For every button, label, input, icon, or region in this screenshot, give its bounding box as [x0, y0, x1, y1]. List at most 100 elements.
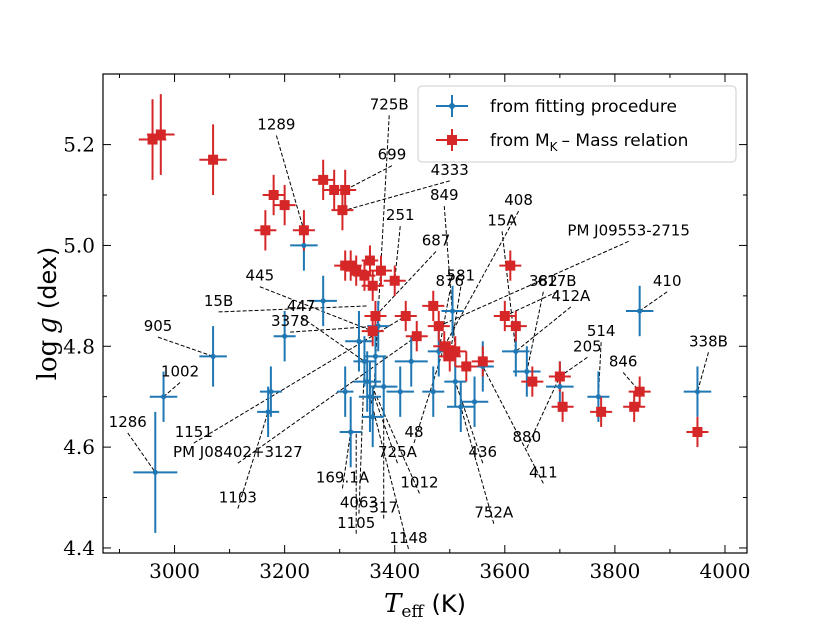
annotation-label: 447 — [287, 297, 316, 315]
annotation-label: 846 — [609, 352, 638, 370]
data-point-fitting — [342, 389, 348, 395]
data-point-mass-relation — [505, 260, 516, 271]
data-point-mass-relation — [147, 134, 158, 145]
annotation-label: 1151 — [175, 423, 213, 441]
data-point-fitting — [356, 338, 362, 344]
annotation-label: 849 — [430, 186, 459, 204]
annotation-labels: 725B 1289 699 4333 849 408 251 15A PM J09553-271… — [109, 95, 728, 547]
annotation-leader-line — [237, 335, 418, 464]
data-point-mass-relation — [268, 190, 279, 201]
data-point-fitting — [265, 409, 271, 415]
legend-box — [417, 85, 737, 163]
data-point-fitting — [381, 384, 387, 390]
annotation-label: 436 — [468, 443, 497, 461]
annotation-leader-line — [358, 361, 365, 514]
annotation-leader-line — [345, 180, 450, 211]
data-point-mass-relation — [337, 205, 348, 216]
data-point-fitting — [430, 389, 436, 395]
annotation-label: 411 — [529, 463, 558, 481]
annotation-label: 251 — [386, 206, 415, 224]
annotation-label: 1002 — [161, 363, 199, 381]
data-point-fitting — [370, 414, 376, 420]
annotation-leader-line — [501, 231, 517, 352]
x-axis-symbol: T — [384, 589, 403, 619]
data-point-fitting — [694, 389, 701, 395]
annotation-leader-line — [157, 336, 214, 357]
data-point-mass-relation — [411, 331, 422, 342]
annotation-leader-line — [369, 381, 420, 494]
annotation-label: 410 — [653, 272, 682, 290]
data-point-fitting — [282, 333, 288, 339]
y-tick-label: 5.0 — [63, 233, 95, 257]
legend: from fitting procedure from MK – Mass rela… — [417, 85, 737, 163]
data-point-fitting — [152, 469, 158, 475]
data-point-fitting — [458, 404, 464, 410]
legend-label-subscript: K — [550, 140, 559, 154]
annotation-leader-line — [127, 432, 156, 473]
legend-label-suffix: – Mass relation — [562, 131, 689, 151]
annotation-label: 169.1A — [316, 468, 370, 486]
annotation-leader-line — [193, 315, 406, 444]
plot-frame — [102, 73, 748, 554]
data-point-mass-relation — [400, 311, 411, 322]
data-point-fitting — [408, 358, 414, 364]
annotation-leader-line — [460, 406, 495, 524]
annotation-label: 412A — [551, 287, 591, 305]
annotation-label: 1289 — [257, 115, 295, 133]
x-tick-label: 3400 — [369, 559, 420, 583]
data-point-mass-relation — [364, 255, 375, 266]
data-point-mass-relation — [433, 321, 444, 332]
annotation-label: 876 — [435, 272, 464, 290]
annotation-label: 4333 — [431, 161, 469, 179]
data-point-mass-relation — [279, 200, 290, 211]
annotation-label: 382 — [529, 272, 558, 290]
data-point-mass-relation — [629, 401, 640, 412]
annotation-label: PM J08402+3127 — [173, 443, 303, 461]
annotation-label: PM J09553-2715 — [567, 221, 689, 239]
annotation-label: 752A — [474, 504, 514, 522]
annotation-leader-line — [454, 381, 484, 464]
x-tick-label: 4000 — [700, 559, 751, 583]
data-point-fitting — [513, 348, 519, 354]
annotation-label: 725B — [370, 95, 409, 113]
data-point-fitting — [452, 378, 458, 385]
data-point-mass-relation — [499, 311, 510, 322]
data-point-mass-relation — [444, 351, 455, 362]
annotation-leader-line — [443, 210, 520, 347]
data-point-mass-relation — [596, 406, 607, 417]
data-point-fitting — [557, 384, 563, 390]
data-point-mass-relation — [370, 311, 381, 322]
data-point-fitting — [268, 389, 274, 395]
y-tick-label: 4.8 — [63, 334, 95, 358]
x-tick-label: 3600 — [479, 559, 530, 583]
annotation-leader-line — [163, 382, 181, 398]
annotation-label: 408 — [504, 191, 533, 209]
annotation-label: 3378 — [271, 312, 309, 330]
annotation-label: 1012 — [400, 473, 438, 491]
annotation-leader-line — [375, 251, 437, 317]
annotation-leader-line — [218, 305, 368, 313]
marker-group — [147, 129, 703, 475]
data-point-fitting — [524, 368, 530, 375]
annotation-leader-line — [237, 411, 269, 509]
data-point-fitting — [367, 394, 373, 400]
data-point-mass-relation — [510, 321, 521, 332]
data-point-mass-relation — [318, 174, 329, 185]
annotation-leader-line — [696, 352, 709, 392]
annotation-leader-line — [369, 396, 409, 550]
data-point-mass-relation — [208, 154, 219, 165]
axes-group: 3000 3200 3400 3600 3800 4000 4.4 4.6 4.8 5.0 5.2 T… — [33, 73, 751, 622]
y-axis-prefix: log — [33, 340, 63, 381]
data-point-fitting — [301, 242, 307, 249]
data-point-mass-relation — [367, 280, 378, 291]
x-tick-label: 3800 — [589, 559, 640, 583]
annotation-label: 338B — [689, 332, 728, 350]
annotation-label: 445 — [246, 267, 275, 285]
legend-label-fitting: from fitting procedure — [490, 97, 677, 117]
data-point-mass-relation — [692, 426, 703, 437]
data-point-fitting — [595, 394, 601, 400]
legend-marker-fitting — [449, 103, 455, 109]
data-point-mass-relation — [557, 401, 568, 412]
annotation-leader-line — [372, 391, 398, 464]
annotation-label: 699 — [378, 146, 407, 164]
